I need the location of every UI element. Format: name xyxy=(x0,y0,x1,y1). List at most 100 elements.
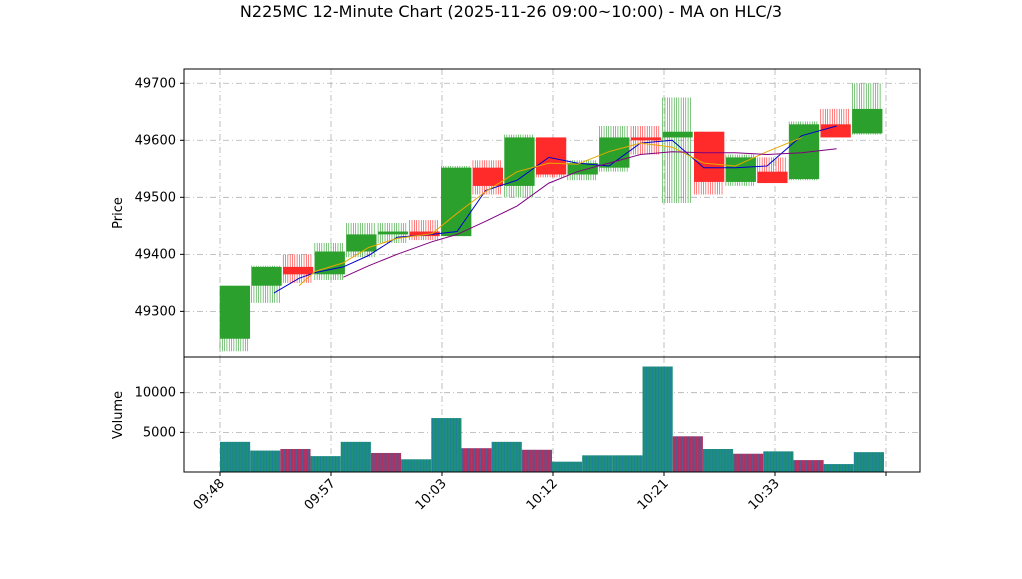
ohlc-bar xyxy=(693,131,725,195)
ma-line xyxy=(298,136,802,287)
volume-bar xyxy=(280,449,311,472)
volume-bar xyxy=(310,456,341,472)
volume-bar xyxy=(733,453,764,472)
volume-bar-body xyxy=(733,453,764,472)
ohlc-bar xyxy=(852,83,883,135)
ohlc-bar xyxy=(535,137,567,178)
ohlc-bar xyxy=(409,220,440,241)
ohlc-bar xyxy=(820,108,851,138)
volume-bar-body xyxy=(672,436,703,472)
chart-title: N225MC 12-Minute Chart (2025-11-26 09:00… xyxy=(240,2,782,21)
bar-body xyxy=(409,231,440,237)
x-tick-label: 09:48 xyxy=(191,476,228,513)
volume-bars xyxy=(220,366,884,472)
volume-bar-body xyxy=(823,464,854,472)
ohlc-bar xyxy=(725,154,756,186)
volume-bar-body xyxy=(552,461,583,472)
volume-bar-body xyxy=(793,460,824,472)
volume-bar-body xyxy=(763,451,794,472)
price-axis-label: Price xyxy=(111,197,126,229)
ohlc-bar xyxy=(251,265,282,303)
volume-bar-body xyxy=(401,459,432,472)
bar-body xyxy=(472,167,503,186)
ohlc-bar xyxy=(441,165,472,237)
volume-bar-body xyxy=(220,441,251,472)
volume-bar-body xyxy=(250,450,281,472)
ohlc-bar xyxy=(282,254,314,283)
bar-body xyxy=(757,171,788,184)
volume-bar xyxy=(491,441,522,472)
volume-bar xyxy=(582,455,613,472)
price-grid xyxy=(184,69,920,357)
bar-body xyxy=(567,163,598,175)
price-tick-label: 49300 xyxy=(135,304,176,319)
ohlc-bar xyxy=(377,222,409,243)
volume-bar-body xyxy=(702,449,734,472)
volume-bar xyxy=(220,441,251,472)
x-axis: 09:48 09:57 10:03 10:12 10:21 10:33 xyxy=(191,472,887,513)
volume-bar xyxy=(552,461,583,472)
volume-bar xyxy=(763,451,794,472)
volume-bar xyxy=(793,460,824,472)
x-tick-label: 10:03 xyxy=(413,476,450,513)
bar-body xyxy=(820,124,851,138)
volume-bar-body xyxy=(340,441,371,472)
bar-body xyxy=(694,131,725,182)
ma-line xyxy=(343,148,837,278)
bar-body xyxy=(283,266,314,275)
ohlc-bar xyxy=(504,134,535,198)
volume-bar xyxy=(823,464,854,472)
x-tick-label: 10:21 xyxy=(635,476,672,513)
bar-body xyxy=(314,251,345,275)
price-tick-label: 49700 xyxy=(135,76,176,91)
volume-grid xyxy=(184,357,920,472)
volume-tick-label: 10000 xyxy=(135,386,176,401)
bar-body xyxy=(852,108,883,134)
moving-average-lines xyxy=(273,125,837,294)
price-tick-label: 49400 xyxy=(135,247,176,262)
volume-panel-frame xyxy=(183,356,921,473)
volume-bar xyxy=(401,459,432,472)
ohlc-bar xyxy=(630,126,662,155)
volume-bar xyxy=(461,448,492,472)
bar-body xyxy=(220,285,251,339)
price-tick-label: 49600 xyxy=(135,133,176,148)
volume-bar xyxy=(250,450,281,472)
volume-bar xyxy=(853,452,884,472)
price-bars xyxy=(219,83,883,352)
volume-tick-label: 5000 xyxy=(143,425,176,440)
bar-body xyxy=(599,137,630,168)
volume-bar-body xyxy=(612,455,643,472)
ohlc-bar xyxy=(314,242,345,281)
volume-bar-body xyxy=(853,452,884,472)
volume-bar xyxy=(702,449,734,472)
x-tick-label: 10:33 xyxy=(746,476,783,513)
bar-body xyxy=(441,167,472,237)
volume-bar xyxy=(370,452,402,472)
bar-body xyxy=(631,137,662,141)
x-tick-label: 10:12 xyxy=(524,476,561,513)
bar-body xyxy=(504,137,535,186)
bar-body xyxy=(251,266,282,286)
volume-bar xyxy=(521,449,552,472)
volume-bar-body xyxy=(310,456,341,472)
volume-bar xyxy=(642,366,673,472)
volume-bar-body xyxy=(521,449,552,472)
price-y-axis: 49300 49400 49500 49600 49700 xyxy=(135,76,184,319)
volume-bar xyxy=(672,436,703,472)
ma-line xyxy=(273,125,837,294)
volume-bar-body xyxy=(491,441,522,472)
volume-bar-body xyxy=(461,448,492,472)
ohlc-bar xyxy=(662,97,693,204)
ohlc-bar xyxy=(219,285,251,352)
volume-bar-body xyxy=(582,455,613,472)
volume-axis-label: Volume xyxy=(111,391,126,439)
volume-bar-body xyxy=(280,449,311,472)
bar-body xyxy=(378,231,409,235)
volume-bar-body xyxy=(642,366,673,472)
bar-body xyxy=(662,131,693,138)
x-tick-label: 09:57 xyxy=(302,476,339,513)
bar-body xyxy=(725,157,756,182)
